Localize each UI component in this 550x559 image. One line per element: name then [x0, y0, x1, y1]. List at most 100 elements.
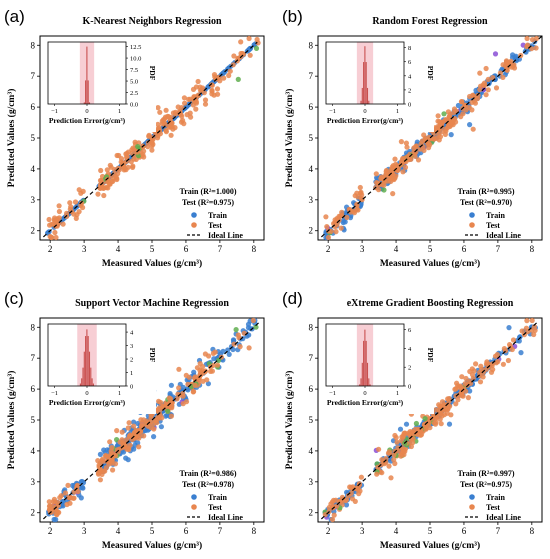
data-point-test — [204, 377, 210, 383]
data-point-train — [492, 51, 499, 57]
data-point-test — [201, 90, 207, 96]
data-point-train — [374, 175, 380, 181]
panel-letter: (b) — [282, 7, 303, 26]
data-point-test — [170, 110, 176, 116]
panel-1: (a) K-Nearest Neighbors Regression 2 3 4 5 6 7 8… — [4, 7, 265, 269]
data-point-test — [186, 96, 192, 102]
legend-label-ideal: Ideal Line — [486, 231, 521, 240]
inset-y-tick-label: 5.0 — [130, 79, 138, 86]
histogram-bar — [79, 383, 81, 386]
x-tick-label: 6 — [462, 244, 467, 254]
data-point-test — [247, 52, 253, 58]
inset-background — [320, 320, 434, 414]
data-point-test — [95, 458, 101, 464]
data-point-test — [230, 62, 236, 68]
data-point-test — [166, 395, 172, 401]
x-tick-label: 2 — [48, 526, 53, 536]
data-point-test — [107, 162, 113, 168]
data-point-test — [118, 156, 125, 162]
data-point-test — [411, 151, 417, 157]
inset-y-tick-label: 10.0 — [130, 56, 141, 63]
data-point-train — [509, 52, 516, 58]
x-tick-label: 6 — [184, 244, 189, 254]
inset-y-tick-label: 4 — [130, 330, 134, 337]
data-point-test — [56, 203, 62, 209]
y-tick-label: 2 — [309, 508, 314, 518]
panel-4: (d) eXtreme Gradient Boosting Regression 2… — [282, 289, 543, 551]
data-point-test — [333, 497, 339, 503]
x-axis-label: Measured Values (g/cm³) — [102, 258, 202, 269]
data-point-test — [95, 191, 101, 197]
data-point-test — [216, 357, 222, 363]
legend-label-train: Train — [486, 211, 506, 220]
histogram-bar — [85, 336, 87, 386]
data-point-test — [523, 325, 530, 331]
histogram-bar — [92, 383, 94, 386]
data-point-test — [410, 436, 416, 442]
data-point-test — [56, 208, 63, 215]
x-tick-label: 7 — [218, 526, 223, 536]
histogram-bar — [83, 351, 85, 386]
data-point-test — [323, 214, 329, 220]
data-point-test — [444, 410, 450, 416]
inset-histogram: −1 0 1 0 2 4 6 Prediction Error(g/cm³) PDF — [320, 320, 435, 414]
data-point-test — [180, 390, 186, 397]
histogram-bar — [363, 62, 365, 104]
data-point-test — [400, 169, 406, 175]
inset-y-tick-label: 1 — [130, 370, 133, 377]
chart-title: Support Vector Machine Regression — [75, 298, 229, 309]
inset-x-tick-label: −1 — [329, 108, 336, 115]
data-point-test — [524, 35, 530, 42]
data-point-train — [455, 102, 461, 109]
x-tick-label: 2 — [326, 526, 331, 536]
y-tick-label: 8 — [31, 40, 36, 50]
inset-x-tick-label: −1 — [51, 390, 58, 397]
panel-3: (c) Support Vector Machine Regression 2 3 4 5… — [4, 289, 265, 551]
inset-y-tick-label: 0.0 — [130, 102, 138, 109]
data-point-test — [181, 95, 187, 101]
data-point-test — [386, 449, 392, 455]
inset-x-tick-label: 1 — [396, 108, 399, 115]
data-point-test — [437, 134, 444, 140]
data-point-test — [439, 128, 445, 135]
legend-marker-train — [469, 494, 475, 500]
data-point-test — [453, 401, 459, 407]
histogram-bar — [368, 378, 370, 386]
inset-y-axis-label: PDF — [148, 348, 157, 363]
data-point-test — [178, 119, 185, 125]
x-tick-label: 7 — [496, 526, 501, 536]
data-point-test — [436, 402, 442, 408]
data-point-test — [128, 159, 134, 165]
inset-y-tick-label: 2.5 — [130, 90, 138, 97]
data-point-test — [459, 390, 465, 396]
inset-x-tick-label: 0 — [363, 108, 366, 115]
inset-y-tick-label: 0 — [130, 384, 133, 391]
data-point-test — [80, 188, 86, 194]
data-point-test — [253, 45, 260, 52]
data-point-test — [141, 433, 147, 439]
data-point-test — [357, 488, 363, 494]
data-point-test — [379, 176, 386, 182]
data-point-test — [149, 137, 155, 143]
data-point-test — [438, 421, 444, 427]
inset-y-tick-label: 0 — [408, 102, 411, 109]
data-point-test — [329, 516, 336, 523]
test-r2-text: Test (R²=0.970) — [460, 198, 512, 207]
data-point-train — [446, 421, 453, 427]
data-point-test — [435, 113, 441, 119]
data-point-test — [197, 84, 203, 90]
data-point-test — [183, 399, 190, 405]
data-point-test — [485, 76, 491, 82]
test-r2-text: Test (R²=0.975) — [182, 198, 234, 207]
data-point-test — [441, 111, 447, 117]
histogram-bar — [90, 367, 92, 386]
inset-x-tick-label: −1 — [51, 108, 58, 115]
inset-x-axis-label: Prediction Error(g/cm³) — [327, 116, 404, 125]
data-point-test — [459, 374, 465, 380]
y-tick-label: 7 — [309, 353, 314, 363]
data-point-test — [392, 175, 398, 181]
data-point-test — [74, 212, 80, 218]
data-point-test — [479, 366, 485, 372]
